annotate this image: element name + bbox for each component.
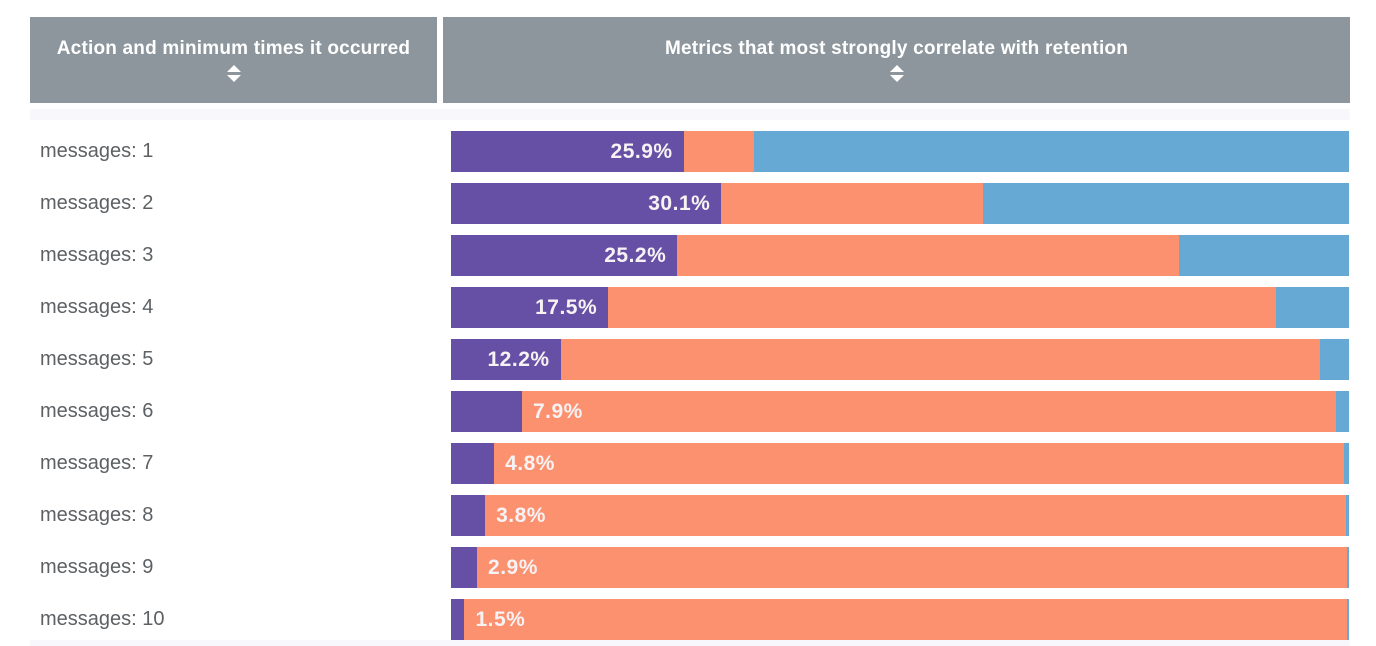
action-label: messages: 2 bbox=[40, 192, 154, 214]
table-row: messages: 1 25.9% bbox=[30, 120, 1350, 172]
bar-segment-blue[interactable] bbox=[1346, 495, 1349, 536]
sort-up-down-icon[interactable] bbox=[889, 65, 904, 83]
stacked-bar[interactable]: 3.8% bbox=[451, 495, 1349, 536]
action-label: messages: 8 bbox=[40, 504, 154, 526]
bar-cell: 4.8% bbox=[443, 432, 1350, 484]
bar-segment-orange[interactable] bbox=[677, 235, 1180, 276]
bar-cell: 12.2% bbox=[443, 328, 1350, 380]
action-label: messages: 6 bbox=[40, 400, 154, 422]
column-header-metrics[interactable]: Metrics that most strongly correlate wit… bbox=[443, 17, 1350, 103]
bar-segment-orange[interactable]: 2.9% bbox=[477, 547, 1348, 588]
bar-segment-blue[interactable] bbox=[753, 131, 1349, 172]
bar-value-label: 7.9% bbox=[532, 399, 583, 423]
bar-segment-purple[interactable] bbox=[451, 495, 486, 536]
bar-segment-purple[interactable] bbox=[451, 391, 522, 432]
bar-segment-purple[interactable] bbox=[451, 599, 465, 640]
bar-segment-orange[interactable]: 7.9% bbox=[521, 391, 1336, 432]
action-label: messages: 5 bbox=[40, 348, 154, 370]
column-header-action[interactable]: Action and minimum times it occurred bbox=[30, 17, 437, 103]
table-row: messages: 8 3.8% bbox=[30, 484, 1350, 536]
bar-cell: 25.9% bbox=[443, 120, 1350, 172]
bar-segment-blue[interactable] bbox=[1179, 235, 1349, 276]
bar-cell: 7.9% bbox=[443, 380, 1350, 432]
stacked-bar[interactable]: 30.1% bbox=[451, 183, 1349, 224]
action-label: messages: 9 bbox=[40, 556, 154, 578]
row-divider-strip-bottom bbox=[30, 640, 1350, 646]
stacked-bar[interactable]: 2.9% bbox=[451, 547, 1349, 588]
table-row: messages: 4 17.5% bbox=[30, 276, 1350, 328]
bar-segment-purple[interactable]: 25.9% bbox=[451, 131, 684, 172]
column-header-metrics-label: Metrics that most strongly correlate wit… bbox=[664, 37, 1129, 59]
bar-cell: 17.5% bbox=[443, 276, 1350, 328]
bar-segment-blue[interactable] bbox=[1347, 599, 1349, 640]
bar-segment-blue[interactable] bbox=[1335, 391, 1349, 432]
bar-segment-purple[interactable] bbox=[451, 443, 495, 484]
bar-segment-blue[interactable] bbox=[1347, 547, 1349, 588]
bar-segment-blue[interactable] bbox=[1320, 339, 1349, 380]
action-label: messages: 1 bbox=[40, 140, 154, 162]
stacked-bar[interactable]: 1.5% bbox=[451, 599, 1349, 640]
bar-segment-orange[interactable] bbox=[683, 131, 754, 172]
bar-value-label: 1.5% bbox=[475, 607, 526, 631]
bar-segment-purple[interactable]: 25.2% bbox=[451, 235, 678, 276]
bar-segment-blue[interactable] bbox=[1344, 443, 1349, 484]
bar-value-label: 25.2% bbox=[604, 243, 667, 267]
action-label: messages: 4 bbox=[40, 296, 154, 318]
action-label: messages: 10 bbox=[40, 608, 165, 630]
bar-segment-orange[interactable]: 3.8% bbox=[485, 495, 1347, 536]
bar-segment-purple[interactable]: 12.2% bbox=[451, 339, 561, 380]
stacked-bar[interactable]: 12.2% bbox=[451, 339, 1349, 380]
bar-segment-purple[interactable]: 30.1% bbox=[451, 183, 722, 224]
table-row: messages: 6 7.9% bbox=[30, 380, 1350, 432]
bar-value-label: 2.9% bbox=[488, 555, 538, 579]
table-row: messages: 3 25.2% bbox=[30, 224, 1350, 276]
bar-value-label: 30.1% bbox=[648, 191, 711, 215]
action-label: messages: 3 bbox=[40, 244, 154, 266]
bar-cell: 3.8% bbox=[443, 484, 1350, 536]
stacked-bar[interactable]: 25.2% bbox=[451, 235, 1349, 276]
bar-segment-purple[interactable] bbox=[451, 547, 478, 588]
bar-segment-purple[interactable]: 17.5% bbox=[451, 287, 609, 328]
bar-value-label: 12.2% bbox=[487, 347, 550, 371]
table-body: messages: 1 25.9% messages: 2 30.1% mess… bbox=[30, 120, 1350, 640]
bar-segment-orange[interactable] bbox=[560, 339, 1321, 380]
bar-segment-blue[interactable] bbox=[982, 183, 1349, 224]
bar-value-label: 3.8% bbox=[496, 503, 546, 527]
bar-value-label: 4.8% bbox=[505, 451, 555, 475]
table-row: messages: 2 30.1% bbox=[30, 172, 1350, 224]
table-row: messages: 5 12.2% bbox=[30, 328, 1350, 380]
bar-value-label: 25.9% bbox=[610, 139, 673, 163]
bar-value-label: 17.5% bbox=[535, 295, 598, 319]
bar-cell: 1.5% bbox=[443, 588, 1350, 640]
stacked-bar[interactable]: 25.9% bbox=[451, 131, 1349, 172]
stacked-bar[interactable]: 7.9% bbox=[451, 391, 1349, 432]
table-row: messages: 7 4.8% bbox=[30, 432, 1350, 484]
action-label: messages: 7 bbox=[40, 452, 154, 474]
table-header: Action and minimum times it occurred Met… bbox=[30, 17, 1350, 103]
row-divider-strip-top bbox=[30, 109, 1350, 120]
column-header-action-label: Action and minimum times it occurred bbox=[56, 37, 411, 59]
bar-segment-blue[interactable] bbox=[1276, 287, 1349, 328]
bar-segment-orange[interactable]: 1.5% bbox=[464, 599, 1348, 640]
table-row: messages: 10 1.5% bbox=[30, 588, 1350, 640]
stacked-bar[interactable]: 4.8% bbox=[451, 443, 1349, 484]
stacked-bar[interactable]: 17.5% bbox=[451, 287, 1349, 328]
bar-segment-orange[interactable] bbox=[721, 183, 983, 224]
sort-up-down-icon[interactable] bbox=[226, 65, 241, 83]
bar-segment-orange[interactable] bbox=[608, 287, 1277, 328]
bar-cell: 25.2% bbox=[443, 224, 1350, 276]
bar-cell: 2.9% bbox=[443, 536, 1350, 588]
bar-cell: 30.1% bbox=[443, 172, 1350, 224]
bar-segment-orange[interactable]: 4.8% bbox=[494, 443, 1345, 484]
table-row: messages: 9 2.9% bbox=[30, 536, 1350, 588]
